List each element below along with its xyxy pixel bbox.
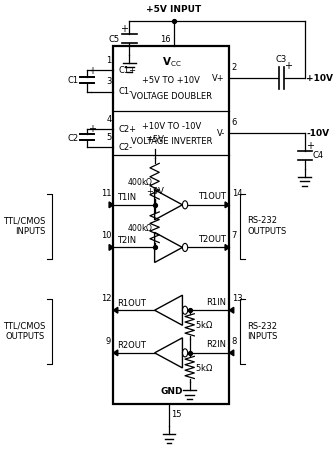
Text: 1: 1: [107, 56, 112, 65]
Text: R2OUT: R2OUT: [117, 341, 146, 350]
Text: +: +: [306, 140, 314, 151]
Text: 8: 8: [232, 337, 237, 346]
Text: 6: 6: [231, 118, 237, 127]
Text: OUTPUTS: OUTPUTS: [6, 333, 45, 342]
Text: R2IN: R2IN: [206, 340, 226, 349]
Polygon shape: [114, 307, 118, 313]
Text: 400k$\Omega$: 400k$\Omega$: [127, 222, 153, 233]
Polygon shape: [225, 244, 229, 250]
Text: C2+: C2+: [119, 125, 137, 134]
Polygon shape: [114, 350, 118, 356]
Text: INPUTS: INPUTS: [247, 333, 277, 342]
Bar: [114, 45, 229, 405]
Text: T1IN: T1IN: [117, 193, 136, 202]
Text: V$_{\rm CC}$: V$_{\rm CC}$: [161, 55, 181, 69]
Text: 400k$\Omega$: 400k$\Omega$: [127, 176, 153, 187]
Text: OUTPUTS: OUTPUTS: [247, 227, 286, 236]
Text: T2IN: T2IN: [117, 236, 136, 245]
Text: C4: C4: [313, 151, 324, 160]
Text: +5V INPUT: +5V INPUT: [146, 5, 201, 14]
Text: V-: V-: [217, 129, 225, 138]
Text: 14: 14: [232, 189, 242, 198]
Text: C2: C2: [68, 134, 79, 143]
Text: RS-232: RS-232: [247, 322, 277, 331]
Text: T2OUT: T2OUT: [198, 235, 226, 244]
Text: +5V: +5V: [146, 187, 163, 196]
Text: GND: GND: [160, 387, 183, 396]
Text: +: +: [88, 124, 96, 134]
Text: 16: 16: [160, 35, 171, 44]
Text: C2-: C2-: [119, 143, 133, 152]
Text: +: +: [284, 61, 292, 71]
Text: 7: 7: [232, 231, 237, 240]
Text: 15: 15: [171, 410, 181, 419]
Text: 2: 2: [231, 63, 237, 72]
Text: -10V: -10V: [306, 129, 329, 138]
Text: C1: C1: [68, 76, 79, 86]
Text: C3: C3: [276, 55, 287, 64]
Text: INPUTS: INPUTS: [15, 227, 45, 236]
Text: +: +: [88, 66, 96, 76]
Polygon shape: [109, 244, 114, 250]
Text: +: +: [120, 24, 128, 34]
Text: 11: 11: [100, 189, 111, 198]
Text: +10V TO -10V: +10V TO -10V: [142, 122, 201, 131]
Text: TTL/CMOS: TTL/CMOS: [3, 216, 45, 225]
Text: R1IN: R1IN: [206, 297, 226, 306]
Text: C1-: C1-: [119, 87, 133, 96]
Text: 12: 12: [100, 294, 111, 303]
Text: C5: C5: [109, 35, 120, 44]
Text: T1OUT: T1OUT: [198, 192, 226, 201]
Text: 13: 13: [232, 294, 242, 303]
Text: TTL/CMOS: TTL/CMOS: [3, 322, 45, 331]
Text: R1OUT: R1OUT: [117, 298, 146, 307]
Text: +5V TO +10V: +5V TO +10V: [142, 76, 200, 85]
Polygon shape: [225, 202, 229, 208]
Text: 10: 10: [100, 231, 111, 240]
Text: RS-232: RS-232: [247, 216, 277, 225]
Text: 5: 5: [107, 133, 112, 142]
Text: 5k$\Omega$: 5k$\Omega$: [196, 320, 214, 330]
Polygon shape: [109, 202, 114, 208]
Text: 9: 9: [106, 337, 111, 346]
Text: 5k$\Omega$: 5k$\Omega$: [196, 362, 214, 373]
Polygon shape: [229, 350, 234, 356]
Text: VOLTAGE DOUBLER: VOLTAGE DOUBLER: [131, 91, 212, 100]
Polygon shape: [229, 307, 234, 313]
Text: 3: 3: [106, 77, 112, 86]
Text: V+: V+: [212, 74, 225, 83]
Text: +5V: +5V: [146, 135, 163, 144]
Text: +10V: +10V: [306, 74, 333, 83]
Text: VOLTAGE INVERTER: VOLTAGE INVERTER: [131, 137, 212, 146]
Text: 4: 4: [107, 115, 112, 124]
Text: C1+: C1+: [119, 66, 137, 75]
